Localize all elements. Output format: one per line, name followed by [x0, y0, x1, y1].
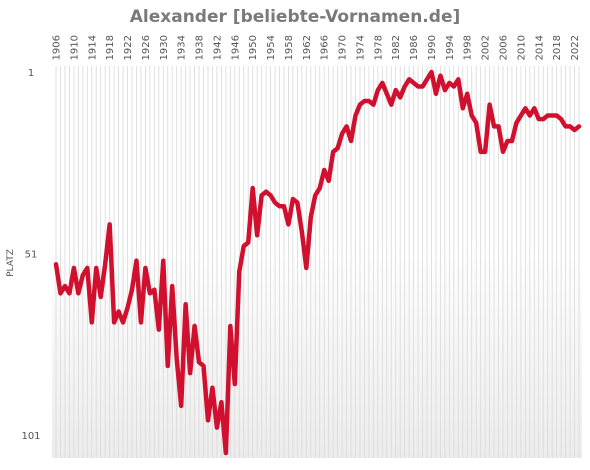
series: [53, 69, 582, 456]
y-tick-label: 51: [25, 249, 38, 260]
x-tick-label: 1942: [212, 35, 223, 60]
x-axis-ticks: 1906 1910 1914 1918 1922 1926 1930 1934 1938 1942…: [52, 35, 582, 60]
x-tick-label: 1938: [195, 35, 206, 60]
x-tick-label: 1974: [355, 35, 366, 60]
x-tick-label: 1914: [87, 35, 98, 60]
plot-background: [52, 66, 582, 458]
x-tick-label: 1986: [409, 35, 420, 60]
x-tick-label: 1970: [338, 35, 349, 60]
x-tick-label: 1918: [105, 35, 116, 60]
x-tick-label: 2014: [534, 35, 545, 60]
x-tick-label: 1954: [266, 35, 277, 60]
y-tick-label: 101: [21, 431, 40, 442]
x-tick-label: 1962: [302, 35, 313, 60]
x-tick-label: 1910: [69, 35, 80, 60]
y-axis-ticks: 1 51 101: [21, 68, 40, 442]
y-tick-label: 1: [28, 68, 34, 79]
chart-title: Alexander [beliebte-Vornamen.de]: [130, 7, 461, 27]
x-tick-label: 1926: [141, 35, 152, 60]
x-tick-label: 1930: [159, 35, 170, 60]
series-line: [53, 69, 582, 456]
x-tick-label: 1994: [445, 35, 456, 60]
x-tick-label: 1950: [248, 35, 259, 60]
x-tick-label: 1990: [427, 35, 438, 60]
x-tick-label: 1934: [177, 35, 188, 60]
x-tick-label: 1946: [230, 35, 241, 60]
x-tick-label: 2022: [570, 35, 581, 60]
x-tick-label: 1958: [284, 35, 295, 60]
y-axis-label: PLATZ: [6, 249, 16, 277]
x-tick-label: 1982: [391, 35, 402, 60]
x-tick-label: 2006: [499, 35, 510, 60]
x-tick-label: 1906: [52, 35, 63, 60]
x-tick-label: 1998: [463, 35, 474, 60]
x-tick-label: 2018: [552, 35, 563, 60]
x-tick-label: 1966: [320, 35, 331, 60]
x-tick-label: 1922: [123, 35, 134, 60]
x-tick-label: 2010: [516, 35, 527, 60]
x-tick-label: 1978: [373, 35, 384, 60]
x-tick-label: 2002: [481, 35, 492, 60]
